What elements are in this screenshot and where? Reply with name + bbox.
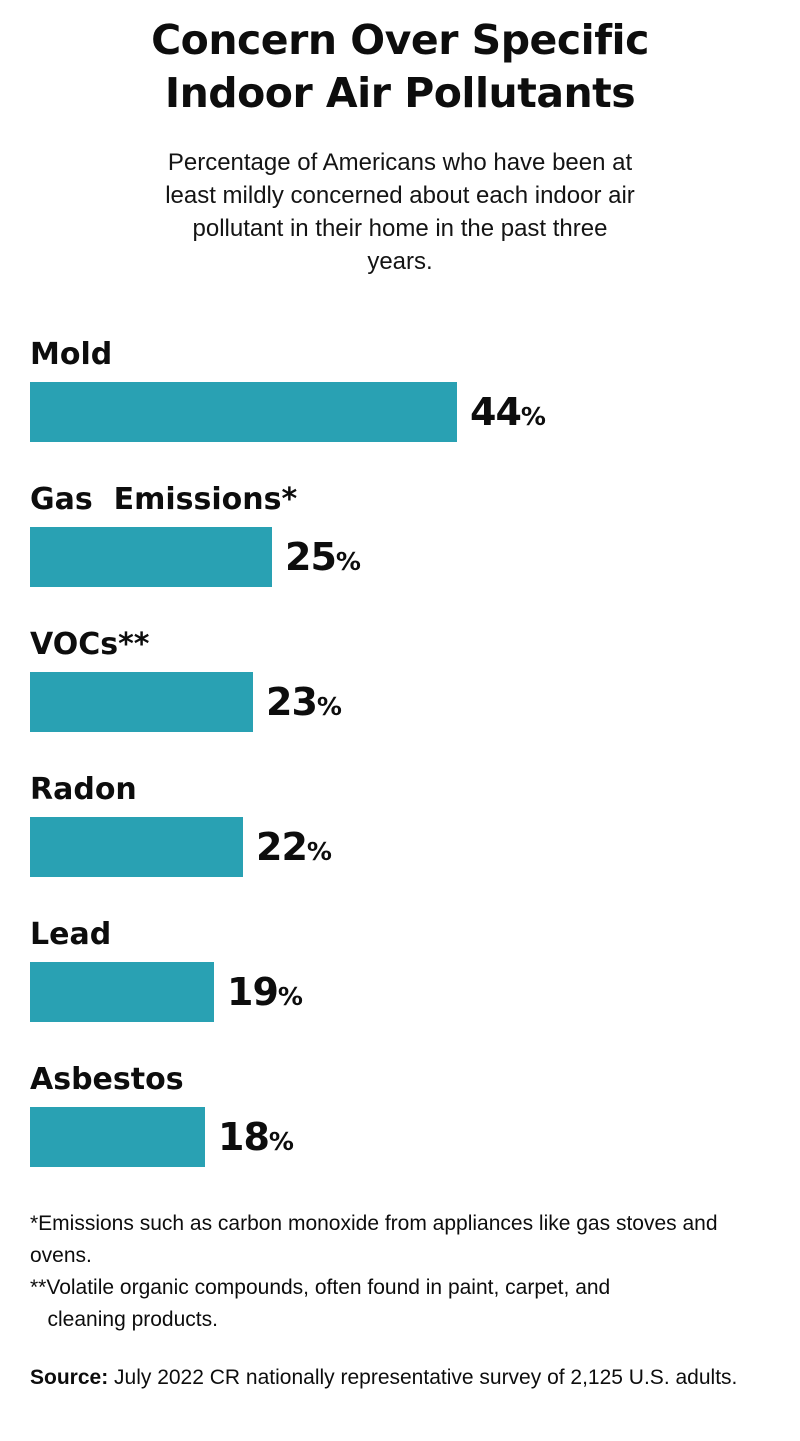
infographic-page: Concern Over Specific Indoor Air Polluta… [0,14,800,1441]
percent-sign: % [335,547,361,576]
bar-label: Asbestos [30,1062,184,1097]
source-text: July 2022 CR nationally representative s… [108,1366,738,1389]
source-label: Source: [30,1366,109,1389]
bar-value-number: 23 [266,680,318,724]
percent-sign: % [520,402,546,431]
footnotes: *Emissions such as carbon monoxide from … [30,1208,770,1336]
bar-line: 44% [30,382,770,442]
bar [30,382,457,442]
bar-value-number: 44 [470,390,522,434]
bar-row-vocs: VOCs** 23% [30,628,770,732]
bar-value: 19% [227,970,303,1014]
percent-sign: % [316,692,342,721]
bar-value: 23% [266,680,342,724]
footnote-emissions: *Emissions such as carbon monoxide from … [30,1212,724,1267]
bar-value-number: 25 [285,535,337,579]
bar-line: 23% [30,672,770,732]
bar-line: 25% [30,527,770,587]
bar [30,817,243,877]
source-line: Source: July 2022 CR nationally represen… [30,1362,770,1394]
bar-row-mold: Mold 44% [30,338,770,442]
bar [30,527,272,587]
percent-sign: % [268,1127,294,1156]
bar-label: Mold [30,337,113,372]
bar [30,962,214,1022]
chart-subtitle: Percentage of Americans who have been at… [165,149,635,275]
bar-chart: Mold 44% Gas Emissions* 25% VOCs** 23% R… [30,338,770,1167]
percent-sign: % [306,837,332,866]
bar-row-asbestos: Asbestos 18% [30,1063,770,1167]
footnote-vocs: **Volatile organic compounds, often foun… [30,1276,611,1331]
bar-line: 18% [30,1107,770,1167]
bar-row-lead: Lead 19% [30,918,770,1022]
bar [30,672,253,732]
bar-label: VOCs** [30,627,150,662]
bar-line: 19% [30,962,770,1022]
bar [30,1107,205,1167]
bar-label: Lead [30,917,112,952]
bar-value: 25% [285,535,361,579]
chart-title: Concern Over Specific Indoor Air Polluta… [151,16,649,117]
bar-row-gas-emissions: Gas Emissions* 25% [30,483,770,587]
bar-value-number: 18 [218,1115,270,1159]
bar-label: Gas Emissions* [30,482,298,517]
bar-label: Radon [30,772,137,807]
bar-value: 18% [218,1115,294,1159]
bar-value-number: 19 [227,970,279,1014]
bar-value-number: 22 [256,825,308,869]
percent-sign: % [277,982,303,1011]
bar-line: 22% [30,817,770,877]
bar-value: 44% [470,390,546,434]
bar-row-radon: Radon 22% [30,773,770,877]
bar-value: 22% [256,825,332,869]
